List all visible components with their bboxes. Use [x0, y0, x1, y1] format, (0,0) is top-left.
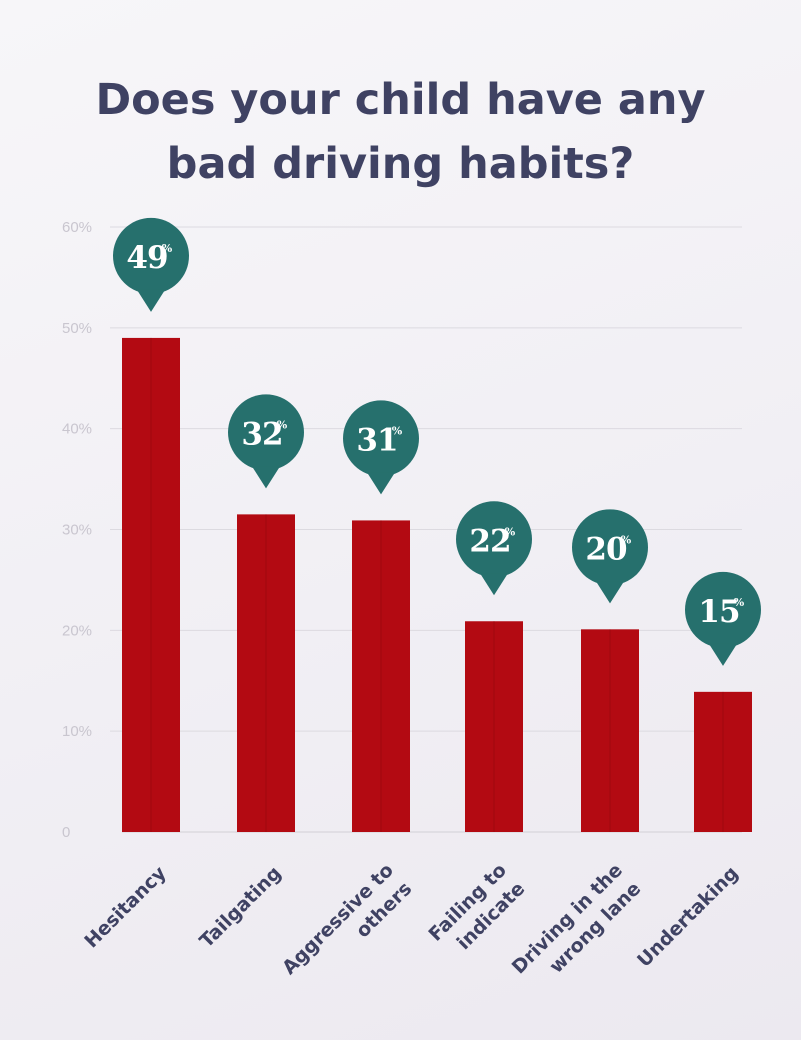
value-badge	[343, 400, 419, 477]
value-badge-pointer	[480, 573, 508, 596]
x-tick-label-line: Tailgating	[196, 862, 286, 952]
y-tick-label: 20%	[62, 622, 92, 639]
x-tick-label: Tailgating	[196, 862, 286, 952]
value-badge-pointer	[367, 472, 395, 495]
value-badge	[572, 509, 648, 586]
data-label-suffix: %	[162, 242, 173, 255]
y-tick-label: 50%	[62, 320, 92, 337]
data-label: 31	[356, 422, 397, 458]
value-badge-pointer	[137, 289, 165, 312]
x-tick-label: Undertaking	[633, 862, 743, 972]
y-tick-label: 60%	[62, 219, 92, 236]
data-label-suffix: %	[392, 424, 403, 437]
y-tick-label: 30%	[62, 522, 92, 539]
data-label-suffix: %	[621, 533, 632, 546]
y-tick-label: 0	[62, 824, 70, 841]
data-label: 49	[126, 240, 167, 276]
data-label: 22	[469, 523, 510, 559]
value-badge-pointer	[252, 466, 280, 489]
data-label: 32	[241, 416, 282, 452]
value-badge-pointer	[709, 643, 737, 666]
value-badge	[456, 501, 532, 578]
x-tick-label-line: Hesitancy	[80, 862, 171, 953]
chart-title-line-1: Does your child have any	[95, 75, 706, 125]
chart-title-line-2: bad driving habits?	[166, 139, 635, 189]
value-badge	[113, 217, 189, 294]
value-badge-pointer	[596, 581, 624, 604]
y-tick-label: 40%	[62, 421, 92, 438]
data-label-suffix: %	[505, 525, 516, 538]
data-label: 20	[585, 531, 627, 567]
value-badge	[685, 571, 761, 648]
x-tick-label: Hesitancy	[80, 862, 171, 953]
value-badge	[228, 394, 304, 471]
data-label-suffix: %	[734, 596, 745, 609]
chart-title: Does your child have any bad driving hab…	[60, 68, 741, 196]
data-label: 15	[698, 594, 739, 630]
x-tick-label-line: Undertaking	[633, 862, 743, 972]
y-tick-label: 10%	[62, 723, 92, 740]
data-label-suffix: %	[277, 418, 288, 431]
